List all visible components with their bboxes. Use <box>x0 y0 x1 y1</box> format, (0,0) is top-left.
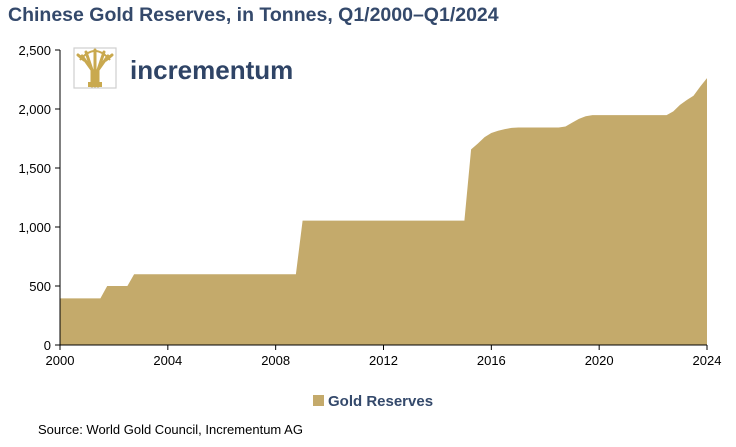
y-tick-label: 2,000 <box>18 102 51 117</box>
x-tick-label: 2004 <box>153 353 182 368</box>
y-tick-label: 0 <box>44 338 51 353</box>
tree-logo-icon <box>73 47 117 89</box>
legend-label: Gold Reserves <box>328 393 433 410</box>
x-tick-label: 2016 <box>477 353 506 368</box>
y-tick-label: 1,500 <box>18 161 51 176</box>
plot-area <box>60 78 707 345</box>
logo-text: incrementum <box>130 55 293 85</box>
chart-title: Chinese Gold Reserves, in Tonnes, Q1/200… <box>8 4 499 26</box>
y-tick-label: 2,500 <box>18 43 51 58</box>
logo: incrementum <box>73 47 293 89</box>
x-tick-label: 2012 <box>369 353 398 368</box>
y-tick-label: 500 <box>29 279 51 294</box>
legend: Gold Reserves <box>313 393 433 410</box>
x-tick-label: 2020 <box>585 353 614 368</box>
axes: 0 500 1,000 1,500 2,000 2,500 2000 2004 2008 2012… <box>18 43 721 368</box>
legend-swatch <box>313 395 324 406</box>
source-note: Source: World Gold Council, Incrementum … <box>38 422 303 437</box>
x-tick-label: 2000 <box>46 353 75 368</box>
x-tick-label: 2008 <box>261 353 290 368</box>
x-tick-label: 2024 <box>693 353 722 368</box>
y-tick-label: 1,000 <box>18 220 51 235</box>
gold-reserves-area <box>60 78 707 345</box>
